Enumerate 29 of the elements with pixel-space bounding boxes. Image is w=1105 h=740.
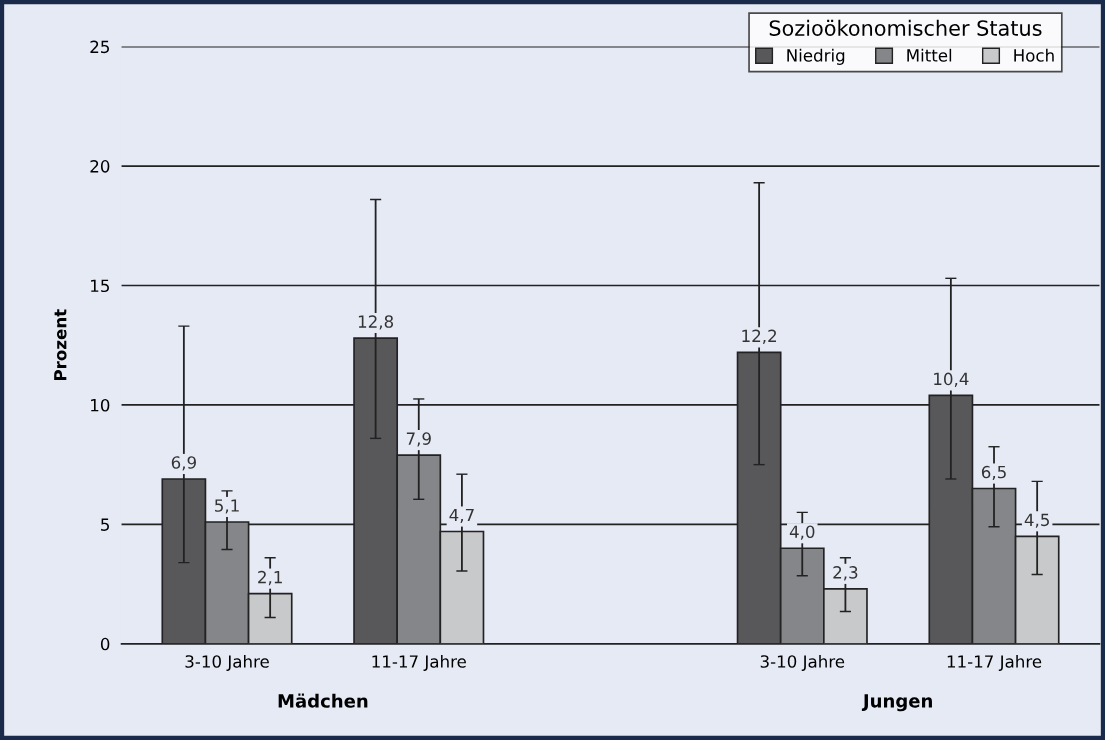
y-tick-label: 25 [90,40,109,54]
data-label: 4,0 [789,525,815,540]
y-tick-label: 20 [90,160,110,173]
data-label: 2,3 [833,566,858,581]
y-tick-label: 0 [100,637,110,651]
data-label: 12,8 [358,315,394,330]
y-tick-label: 5 [101,518,109,531]
y-tick-label: 15 [91,279,109,293]
data-label: 10,4 [934,372,969,387]
y-tick-label: 10 [91,398,110,412]
data-label: 4,5 [1024,513,1049,528]
data-label: 7,9 [406,432,431,447]
data-label: 12,2 [742,329,776,344]
x-tick-label: 11-17 Jahre [372,654,466,671]
text: Mädchen [278,693,368,708]
data-label: 2,1 [258,570,282,586]
legend-label: Niedrig [787,48,845,65]
x-tick-label: 3-10 Jahre [760,654,845,671]
legend-label: Mittel [907,48,952,62]
y-axis-title: Prozent [54,309,67,381]
data-label: 5,1 [215,499,239,514]
legend-label: Hoch [1014,48,1054,62]
legend-title: Sozioökonomischer Status [769,19,1042,36]
text: Jungen [861,694,932,712]
data-label: 6,5 [981,465,1006,481]
x-tick-label: 11-17 Jahre [947,654,1042,671]
data-label: 6,9 [171,456,196,471]
x-tick-label: 3-10 Jahre [185,654,269,671]
data-label: 4,7 [449,508,474,524]
